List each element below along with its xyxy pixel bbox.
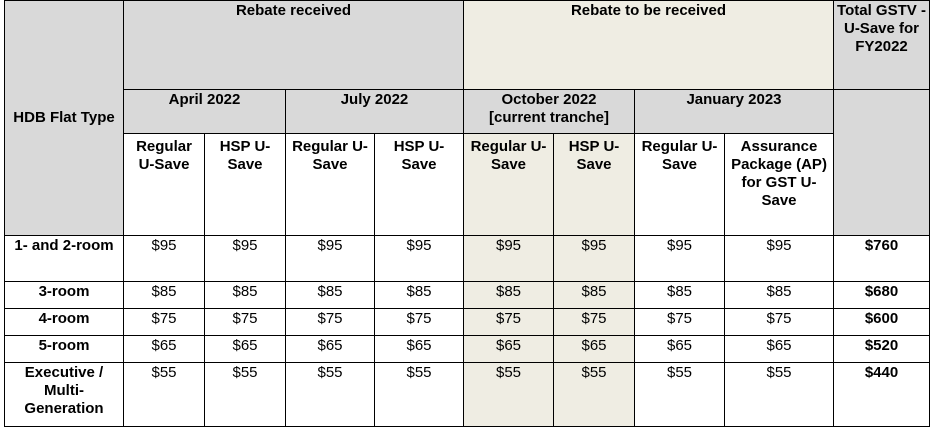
table-row: 5-room $65 $65 $65 $65 $65 $65 $65 $65 $… [4,335,930,363]
header-april-2022: April 2022 [123,89,286,134]
value-cell: $55 [123,362,205,427]
subheader-jul-hsp: HSP U-Save [374,133,464,236]
total-cell: $760 [833,235,930,282]
header-october-2022-label: October 2022 [501,91,597,108]
value-cell: $55 [724,362,834,427]
value-cell: $75 [204,308,286,336]
value-cell: $85 [285,281,375,309]
table-row: 3-room $85 $85 $85 $85 $85 $85 $85 $85 $… [4,281,930,309]
header-rebate-received: Rebate received [123,0,464,90]
value-cell: $95 [374,235,464,282]
header-flat-type: HDB Flat Type [4,0,124,236]
value-cell: $65 [374,335,464,363]
value-cell: $65 [724,335,834,363]
flat-type-cell: Executive / Multi-Generation [4,362,124,427]
value-cell: $55 [204,362,286,427]
value-cell: $55 [374,362,464,427]
table-row: 4-room $75 $75 $75 $75 $75 $75 $75 $75 $… [4,308,930,336]
total-cell: $600 [833,308,930,336]
subheader-apr-hsp: HSP U-Save [204,133,286,236]
value-cell: $95 [724,235,834,282]
subheader-jul-regular: Regular U-Save [285,133,375,236]
value-cell: $65 [553,335,635,363]
subheader-jan-ap: Assurance Package (AP) for GST U-Save [724,133,834,236]
table-row: Executive / Multi-Generation $55 $55 $55… [4,362,930,427]
value-cell: $95 [553,235,635,282]
value-cell: $65 [463,335,554,363]
value-cell: $55 [463,362,554,427]
total-cell: $520 [833,335,930,363]
value-cell: $85 [123,281,205,309]
value-cell: $55 [553,362,635,427]
value-cell: $65 [204,335,286,363]
subheader-jan-regular: Regular U-Save [634,133,725,236]
flat-type-cell: 1- and 2-room [4,235,124,282]
flat-type-cell: 5-room [4,335,124,363]
subheader-oct-regular: Regular U-Save [463,133,554,236]
u-save-rebate-table: HDB Flat Type Rebate received Rebate to … [4,0,930,427]
subheader-apr-regular: Regular U-Save [123,133,205,236]
value-cell: $95 [204,235,286,282]
value-cell: $75 [285,308,375,336]
value-cell: $65 [123,335,205,363]
total-cell: $680 [833,281,930,309]
value-cell: $75 [553,308,635,336]
header-rebate-to-be-received: Rebate to be received [463,0,834,90]
header-total: Total GSTV -U-Save for FY2022 [833,0,930,90]
value-cell: $75 [724,308,834,336]
header-october-2022: October 2022 [current tranche] [463,89,635,134]
value-cell: $95 [285,235,375,282]
flat-type-cell: 3-room [4,281,124,309]
header-january-2023: January 2023 [634,89,834,134]
table-row: 1- and 2-room $95 $95 $95 $95 $95 $95 $9… [4,235,930,282]
total-cell: $440 [833,362,930,427]
value-cell: $85 [553,281,635,309]
value-cell: $85 [463,281,554,309]
subheader-oct-hsp: HSP U-Save [553,133,635,236]
value-cell: $75 [123,308,205,336]
value-cell: $55 [634,362,725,427]
value-cell: $65 [285,335,375,363]
value-cell: $65 [634,335,725,363]
value-cell: $85 [204,281,286,309]
value-cell: $95 [123,235,205,282]
flat-type-cell: 4-room [4,308,124,336]
value-cell: $75 [463,308,554,336]
value-cell: $95 [634,235,725,282]
value-cell: $55 [285,362,375,427]
value-cell: $85 [724,281,834,309]
header-total-spacer [833,89,930,236]
header-current-tranche-note: [current tranche] [488,109,610,126]
value-cell: $85 [374,281,464,309]
header-july-2022: July 2022 [285,89,464,134]
value-cell: $85 [634,281,725,309]
value-cell: $95 [463,235,554,282]
value-cell: $75 [634,308,725,336]
value-cell: $75 [374,308,464,336]
